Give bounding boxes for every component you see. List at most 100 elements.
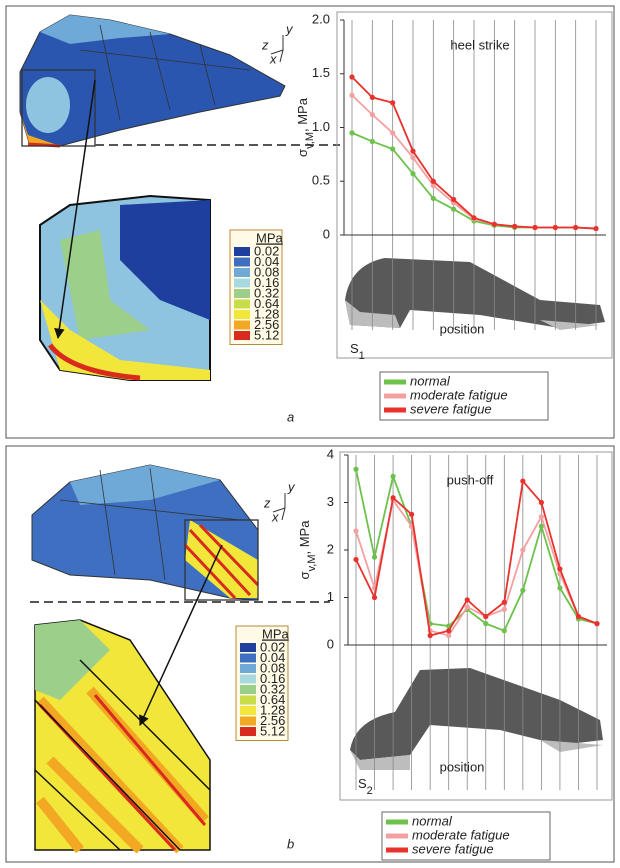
y-label-subscript: v,M <box>304 132 316 149</box>
colorbar-swatch <box>234 247 250 256</box>
legend-label: normal <box>412 813 453 828</box>
point <box>390 146 395 151</box>
point <box>539 500 544 505</box>
point <box>409 512 414 517</box>
axis-letter: z <box>261 37 269 52</box>
colorbar-swatch <box>240 717 256 726</box>
point <box>576 614 581 619</box>
legend-label: moderate fatigue <box>412 827 510 842</box>
colorbar-swatch <box>234 268 250 277</box>
y-label-subscript: v,M <box>306 555 318 572</box>
point <box>593 226 598 231</box>
point <box>532 225 537 230</box>
y-axis-label: σv,M, MPa <box>297 520 317 580</box>
sensor-subscript: 2 <box>367 785 373 797</box>
point <box>353 467 358 472</box>
x-annotation: position <box>440 759 485 774</box>
y-label-symbol: σ <box>297 571 312 579</box>
series-line <box>356 469 597 631</box>
y-tick-label: 2 <box>327 541 334 556</box>
colorbar-swatch <box>234 310 250 319</box>
point <box>483 621 488 626</box>
colorbar-swatch <box>234 258 250 267</box>
point <box>594 621 599 626</box>
y-label-symbol: σ <box>295 149 310 157</box>
y-tick-label: 1.0 <box>312 119 330 134</box>
point <box>465 597 470 602</box>
colorbar-swatch <box>240 654 256 663</box>
annotation: push-off <box>447 472 494 487</box>
y-tick-label: 0 <box>327 636 334 651</box>
point <box>370 112 375 117</box>
colorbar-swatch <box>234 300 250 309</box>
point <box>502 628 507 633</box>
y-tick-label: 0.5 <box>312 173 330 188</box>
point <box>428 633 433 638</box>
sensor-subscript: 1 <box>359 350 365 362</box>
point <box>431 196 436 201</box>
y-tick-label: 0 <box>323 226 330 241</box>
figure: 00.51.01.52.0σv,M, MPaheel strikepositio… <box>0 0 620 868</box>
y-tick-label: 3 <box>327 494 334 509</box>
point <box>553 225 558 230</box>
point <box>557 566 562 571</box>
point <box>349 93 354 98</box>
colorbar-label: 5.12 <box>254 328 279 343</box>
point <box>483 614 488 619</box>
y-tick-label: 1.5 <box>312 65 330 80</box>
y-label-unit: , MPa <box>297 520 312 555</box>
colorbar-swatch <box>234 321 250 330</box>
axis-letter: x <box>271 509 279 524</box>
point <box>349 130 354 135</box>
sensor-letter: S <box>358 776 367 791</box>
y-label-unit: , MPa <box>295 97 310 132</box>
sensor-letter: S <box>350 341 359 356</box>
colorbar-swatch <box>240 685 256 694</box>
point <box>370 95 375 100</box>
point <box>492 222 497 227</box>
point <box>446 633 451 638</box>
point <box>410 171 415 176</box>
panel-label: b <box>287 836 294 851</box>
point <box>410 149 415 154</box>
point <box>349 74 354 79</box>
legend-label: severe fatigue <box>412 841 494 856</box>
point <box>502 607 507 612</box>
point <box>390 474 395 479</box>
colorbar-swatch <box>234 331 250 340</box>
axis-letter: x <box>269 51 277 66</box>
point <box>520 547 525 552</box>
sensor-label: S2 <box>358 776 373 796</box>
point <box>539 514 544 519</box>
point <box>410 155 415 160</box>
colorbar-swatch <box>240 706 256 715</box>
y-tick-label: 4 <box>327 446 334 461</box>
colorbar-swatch <box>240 727 256 736</box>
legend-label: moderate fatigue <box>410 387 508 402</box>
point <box>471 215 476 220</box>
point <box>557 585 562 590</box>
point <box>520 479 525 484</box>
colorbar-label: 5.12 <box>260 724 285 739</box>
point <box>390 130 395 135</box>
point <box>520 588 525 593</box>
point <box>512 224 517 229</box>
annotation: heel strike <box>450 37 509 52</box>
axis-letter: z <box>263 495 271 510</box>
point <box>431 179 436 184</box>
colorbar-swatch <box>240 675 256 684</box>
point <box>390 495 395 500</box>
colorbar-swatch <box>240 643 256 652</box>
sensor-label: S1 <box>350 341 365 361</box>
point <box>390 100 395 105</box>
axis-letter: y <box>287 479 296 494</box>
colorbar-swatch <box>234 279 250 288</box>
panel-label: a <box>287 409 294 424</box>
fe-model <box>20 15 340 380</box>
legend-label: normal <box>410 373 451 388</box>
point <box>446 628 451 633</box>
colorbar-swatch <box>234 289 250 298</box>
point <box>502 600 507 605</box>
point <box>353 528 358 533</box>
point <box>370 139 375 144</box>
